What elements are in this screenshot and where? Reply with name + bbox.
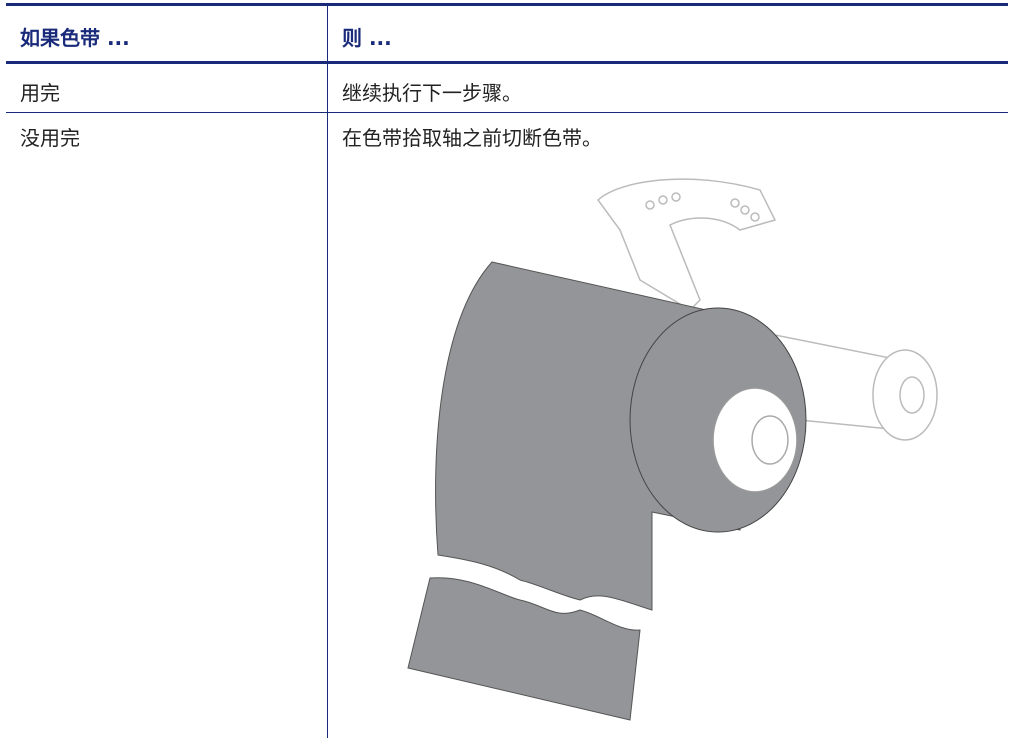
table-cell: 没用完 (20, 126, 80, 150)
table-top-rule (6, 3, 1008, 6)
header-cell: 如果色带 ... (20, 26, 130, 50)
header-cell: 则 ... (342, 26, 392, 50)
table-cell: 在色带拾取轴之前切断色带。 (342, 126, 602, 150)
column-rule (327, 6, 328, 738)
header-bottom-rule (6, 61, 1008, 64)
row-rule (6, 112, 1008, 113)
table-cell: 继续执行下一步骤。 (342, 81, 522, 105)
table-cell: 用完 (20, 81, 60, 105)
